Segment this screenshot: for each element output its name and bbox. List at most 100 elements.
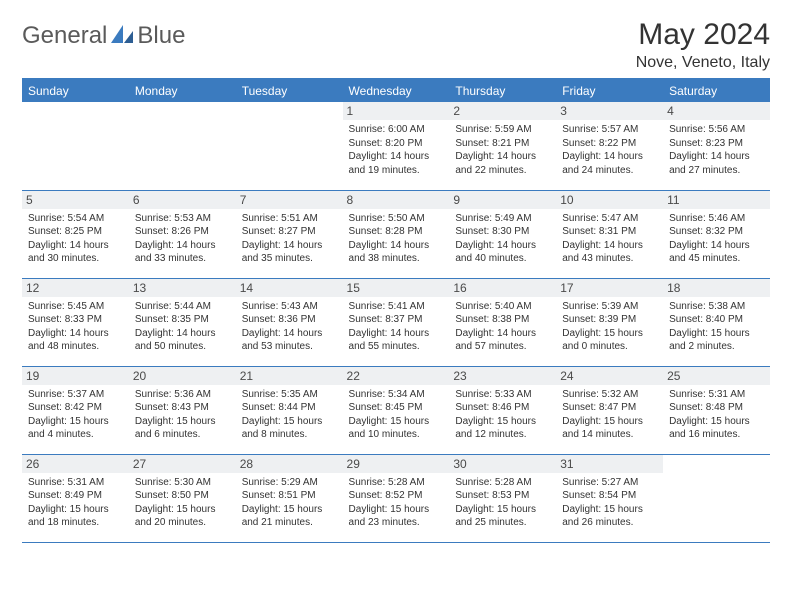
day-info: Sunrise: 5:51 AMSunset: 8:27 PMDaylight:… [242,212,337,266]
day-number: 3 [556,102,663,120]
day-info: Sunrise: 5:30 AMSunset: 8:50 PMDaylight:… [135,476,230,530]
day-number: 27 [129,455,236,473]
calendar-day-cell [663,454,770,542]
day-info: Sunrise: 5:41 AMSunset: 8:37 PMDaylight:… [349,300,444,354]
day-number: 8 [343,191,450,209]
day-number: 9 [449,191,556,209]
calendar-day-cell: 6 Sunrise: 5:53 AMSunset: 8:26 PMDaylight… [129,190,236,278]
page-title: May 2024 [636,18,770,52]
day-info: Sunrise: 5:32 AMSunset: 8:47 PMDaylight:… [562,388,657,442]
calendar-week-row: 26 Sunrise: 5:31 AMSunset: 8:49 PMDayligh… [22,454,770,542]
day-info: Sunrise: 5:27 AMSunset: 8:54 PMDaylight:… [562,476,657,530]
day-info: Sunrise: 5:29 AMSunset: 8:51 PMDaylight:… [242,476,337,530]
brand-name-part1: General [22,22,107,50]
day-info: Sunrise: 5:43 AMSunset: 8:36 PMDaylight:… [242,300,337,354]
day-number: 5 [22,191,129,209]
day-number: 25 [663,367,770,385]
calendar-day-cell: 15 Sunrise: 5:41 AMSunset: 8:37 PMDayligh… [343,278,450,366]
calendar-day-cell: 17Sunrise: 5:39 AMSunset: 8:39 PMDayligh… [556,278,663,366]
calendar-day-cell: 21Sunrise: 5:35 AMSunset: 8:44 PMDayligh… [236,366,343,454]
day-info: Sunrise: 5:47 AMSunset: 8:31 PMDaylight:… [562,212,657,266]
header: General Blue May 2024 Nove, Veneto, Ital… [22,18,770,72]
weekday-header-row: Sunday Monday Tuesday Wednesday Thursday… [22,79,770,102]
calendar-week-row: 19 Sunrise: 5:37 AMSunset: 8:42 PMDayligh… [22,366,770,454]
day-number: 17 [556,279,663,297]
day-info: Sunrise: 5:34 AMSunset: 8:45 PMDaylight:… [349,388,444,442]
day-info: Sunrise: 5:38 AMSunset: 8:40 PMDaylight:… [669,300,764,354]
calendar-day-cell: 9 Sunrise: 5:49 AMSunset: 8:30 PMDaylight… [449,190,556,278]
calendar-body: 1 Sunrise: 6:00 AMSunset: 8:20 PMDaylight… [22,102,770,542]
day-number: 7 [236,191,343,209]
calendar-day-cell: 4 Sunrise: 5:56 AMSunset: 8:23 PMDaylight… [663,102,770,190]
calendar-day-cell: 25 Sunrise: 5:31 AMSunset: 8:48 PMDayligh… [663,366,770,454]
day-info: Sunrise: 5:28 AMSunset: 8:53 PMDaylight:… [455,476,550,530]
calendar-day-cell: 14Sunrise: 5:43 AMSunset: 8:36 PMDayligh… [236,278,343,366]
calendar-week-row: 5 Sunrise: 5:54 AMSunset: 8:25 PMDaylight… [22,190,770,278]
day-info: Sunrise: 6:00 AMSunset: 8:20 PMDaylight:… [349,123,444,177]
brand-logo: General Blue [22,22,185,50]
calendar-day-cell: 7 Sunrise: 5:51 AMSunset: 8:27 PMDaylight… [236,190,343,278]
calendar-day-cell: 11 Sunrise: 5:46 AMSunset: 8:32 PMDayligh… [663,190,770,278]
calendar-day-cell: 29Sunrise: 5:28 AMSunset: 8:52 PMDayligh… [343,454,450,542]
weekday-header: Wednesday [343,79,450,102]
calendar-day-cell: 1 Sunrise: 6:00 AMSunset: 8:20 PMDaylight… [343,102,450,190]
sail-icon [109,23,135,50]
day-number: 19 [22,367,129,385]
day-info: Sunrise: 5:46 AMSunset: 8:32 PMDaylight:… [669,212,764,266]
calendar-day-cell: 30 Sunrise: 5:28 AMSunset: 8:53 PMDayligh… [449,454,556,542]
title-block: May 2024 Nove, Veneto, Italy [636,18,770,72]
day-number: 28 [236,455,343,473]
calendar-day-cell: 8Sunrise: 5:50 AMSunset: 8:28 PMDaylight… [343,190,450,278]
day-number: 22 [343,367,450,385]
calendar-day-cell [236,102,343,190]
calendar-week-row: 12Sunrise: 5:45 AMSunset: 8:33 PMDayligh… [22,278,770,366]
day-number: 6 [129,191,236,209]
calendar-week-row: 1 Sunrise: 6:00 AMSunset: 8:20 PMDaylight… [22,102,770,190]
day-info: Sunrise: 5:59 AMSunset: 8:21 PMDaylight:… [455,123,550,177]
day-info: Sunrise: 5:37 AMSunset: 8:42 PMDaylight:… [28,388,123,442]
day-number: 16 [449,279,556,297]
weekday-header: Thursday [449,79,556,102]
weekday-header: Saturday [663,79,770,102]
day-number: 10 [556,191,663,209]
day-number: 21 [236,367,343,385]
location-text: Nove, Veneto, Italy [636,54,770,72]
calendar-day-cell: 5 Sunrise: 5:54 AMSunset: 8:25 PMDaylight… [22,190,129,278]
day-info: Sunrise: 5:31 AMSunset: 8:48 PMDaylight:… [669,388,764,442]
day-info: Sunrise: 5:57 AMSunset: 8:22 PMDaylight:… [562,123,657,177]
brand-name-part2: Blue [137,22,185,50]
day-info: Sunrise: 5:40 AMSunset: 8:38 PMDaylight:… [455,300,550,354]
calendar-page: General Blue May 2024 Nove, Veneto, Ital… [0,0,792,561]
day-number: 13 [129,279,236,297]
weekday-header: Monday [129,79,236,102]
calendar-day-cell: 13 Sunrise: 5:44 AMSunset: 8:35 PMDayligh… [129,278,236,366]
calendar-day-cell: 19 Sunrise: 5:37 AMSunset: 8:42 PMDayligh… [22,366,129,454]
day-info: Sunrise: 5:49 AMSunset: 8:30 PMDaylight:… [455,212,550,266]
calendar-day-cell: 12Sunrise: 5:45 AMSunset: 8:33 PMDayligh… [22,278,129,366]
day-info: Sunrise: 5:31 AMSunset: 8:49 PMDaylight:… [28,476,123,530]
day-number: 4 [663,102,770,120]
day-number: 1 [343,102,450,120]
day-number: 31 [556,455,663,473]
day-info: Sunrise: 5:44 AMSunset: 8:35 PMDaylight:… [135,300,230,354]
weekday-header: Tuesday [236,79,343,102]
calendar-day-cell: 26 Sunrise: 5:31 AMSunset: 8:49 PMDayligh… [22,454,129,542]
day-info: Sunrise: 5:54 AMSunset: 8:25 PMDaylight:… [28,212,123,266]
calendar-day-cell: 10 Sunrise: 5:47 AMSunset: 8:31 PMDayligh… [556,190,663,278]
day-info: Sunrise: 5:36 AMSunset: 8:43 PMDaylight:… [135,388,230,442]
day-info: Sunrise: 5:53 AMSunset: 8:26 PMDaylight:… [135,212,230,266]
day-info: Sunrise: 5:56 AMSunset: 8:23 PMDaylight:… [669,123,764,177]
day-number: 15 [343,279,450,297]
calendar-day-cell: 16 Sunrise: 5:40 AMSunset: 8:38 PMDayligh… [449,278,556,366]
calendar-day-cell: 27 Sunrise: 5:30 AMSunset: 8:50 PMDayligh… [129,454,236,542]
weekday-header: Sunday [22,79,129,102]
day-number: 11 [663,191,770,209]
day-number: 26 [22,455,129,473]
day-number: 24 [556,367,663,385]
day-number: 30 [449,455,556,473]
calendar-day-cell: 2Sunrise: 5:59 AMSunset: 8:21 PMDaylight… [449,102,556,190]
calendar-day-cell: 31 Sunrise: 5:27 AMSunset: 8:54 PMDayligh… [556,454,663,542]
calendar-day-cell: 3 Sunrise: 5:57 AMSunset: 8:22 PMDaylight… [556,102,663,190]
calendar-day-cell [129,102,236,190]
calendar-day-cell: 23Sunrise: 5:33 AMSunset: 8:46 PMDayligh… [449,366,556,454]
